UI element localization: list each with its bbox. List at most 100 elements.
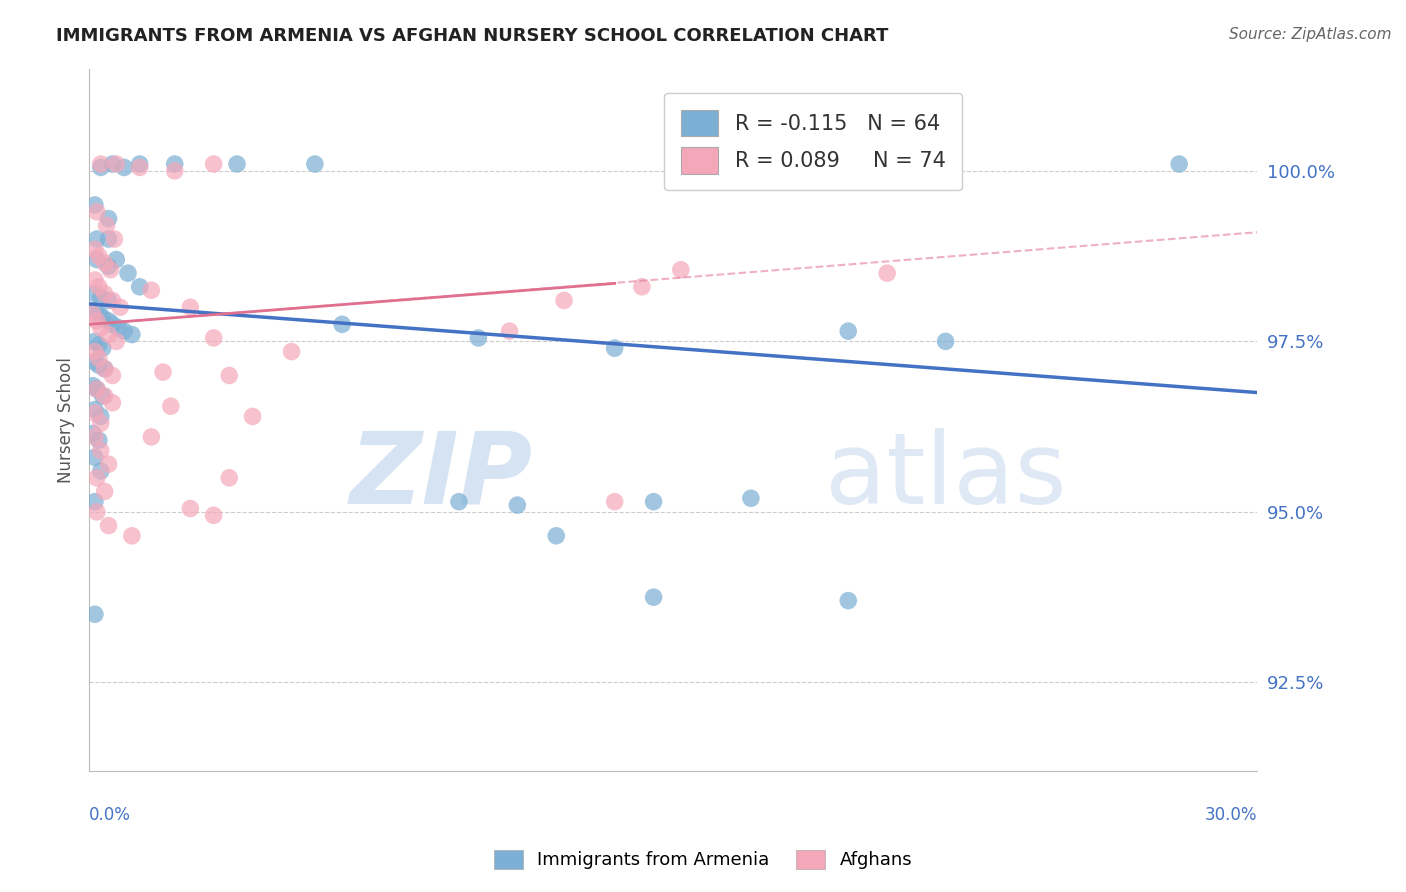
Point [84, 198, 107, 212]
Point [107, 320, 129, 334]
Point [84, 303, 107, 318]
Text: Source: ZipAtlas.com: Source: ZipAtlas.com [1229, 27, 1392, 42]
Point [179, 501, 201, 516]
Point [110, 300, 132, 314]
Text: atlas: atlas [825, 427, 1067, 524]
Point [84, 334, 107, 349]
Point [202, 331, 225, 345]
Point [86, 204, 108, 219]
Point [87, 307, 110, 321]
Point [84, 242, 107, 256]
Point [159, 399, 181, 413]
Point [141, 283, 163, 297]
Point [546, 529, 568, 543]
Point [84, 355, 107, 369]
Point [84, 607, 107, 622]
Point [93, 256, 115, 270]
Point [128, 280, 150, 294]
Point [87, 338, 110, 352]
Point [90, 320, 112, 334]
Point [498, 324, 520, 338]
Point [96, 219, 118, 233]
Point [179, 300, 201, 314]
Point [91, 389, 114, 403]
Point [82, 378, 104, 392]
Point [226, 157, 249, 171]
Point [100, 262, 122, 277]
Point [97, 232, 120, 246]
Point [112, 324, 135, 338]
Point [97, 327, 120, 342]
Point [163, 164, 186, 178]
Point [876, 266, 898, 280]
Point [93, 389, 115, 403]
Point [330, 318, 353, 332]
Point [86, 471, 108, 485]
Point [90, 161, 112, 175]
Text: ZIP: ZIP [350, 427, 533, 524]
Point [202, 508, 225, 523]
Point [82, 307, 104, 321]
Point [90, 416, 112, 430]
Point [84, 344, 107, 359]
Point [121, 529, 143, 543]
Point [101, 368, 124, 383]
Point [97, 518, 120, 533]
Point [84, 273, 107, 287]
Point [105, 252, 128, 267]
Point [643, 590, 665, 604]
Point [152, 365, 174, 379]
Point [90, 443, 112, 458]
Point [93, 361, 115, 376]
Point [1168, 157, 1191, 171]
Point [218, 368, 240, 383]
Text: 30.0%: 30.0% [1205, 806, 1257, 824]
Point [141, 430, 163, 444]
Point [121, 327, 143, 342]
Point [128, 157, 150, 171]
Point [97, 211, 120, 226]
Point [87, 351, 110, 366]
Point [101, 157, 124, 171]
Point [93, 286, 115, 301]
Point [603, 494, 626, 508]
Point [86, 232, 108, 246]
Point [837, 593, 859, 607]
Legend: Immigrants from Armenia, Afghans: Immigrants from Armenia, Afghans [485, 840, 921, 879]
Point [90, 157, 112, 171]
Point [280, 344, 302, 359]
Y-axis label: Nursery School: Nursery School [58, 357, 75, 483]
Point [101, 318, 124, 332]
Point [86, 382, 108, 396]
Point [97, 457, 120, 471]
Point [105, 334, 128, 349]
Point [112, 161, 135, 175]
Point [91, 341, 114, 355]
Point [97, 293, 120, 308]
Point [103, 232, 125, 246]
Text: 0.0%: 0.0% [89, 806, 131, 824]
Point [84, 402, 107, 417]
Point [101, 396, 124, 410]
Point [97, 314, 120, 328]
Point [90, 290, 112, 304]
Point [84, 450, 107, 465]
Point [87, 249, 110, 263]
Point [506, 498, 529, 512]
Point [82, 426, 104, 441]
Point [643, 494, 665, 508]
Point [90, 464, 112, 478]
Point [86, 382, 108, 396]
Point [97, 260, 120, 274]
Point [84, 494, 107, 508]
Point [87, 280, 110, 294]
Point [553, 293, 575, 308]
Point [218, 471, 240, 485]
Point [91, 310, 114, 325]
Point [837, 324, 859, 338]
Point [105, 157, 128, 171]
Text: IMMIGRANTS FROM ARMENIA VS AFGHAN NURSERY SCHOOL CORRELATION CHART: IMMIGRANTS FROM ARMENIA VS AFGHAN NURSER… [56, 27, 889, 45]
Point [935, 334, 957, 349]
Point [740, 491, 762, 506]
Point [669, 262, 692, 277]
